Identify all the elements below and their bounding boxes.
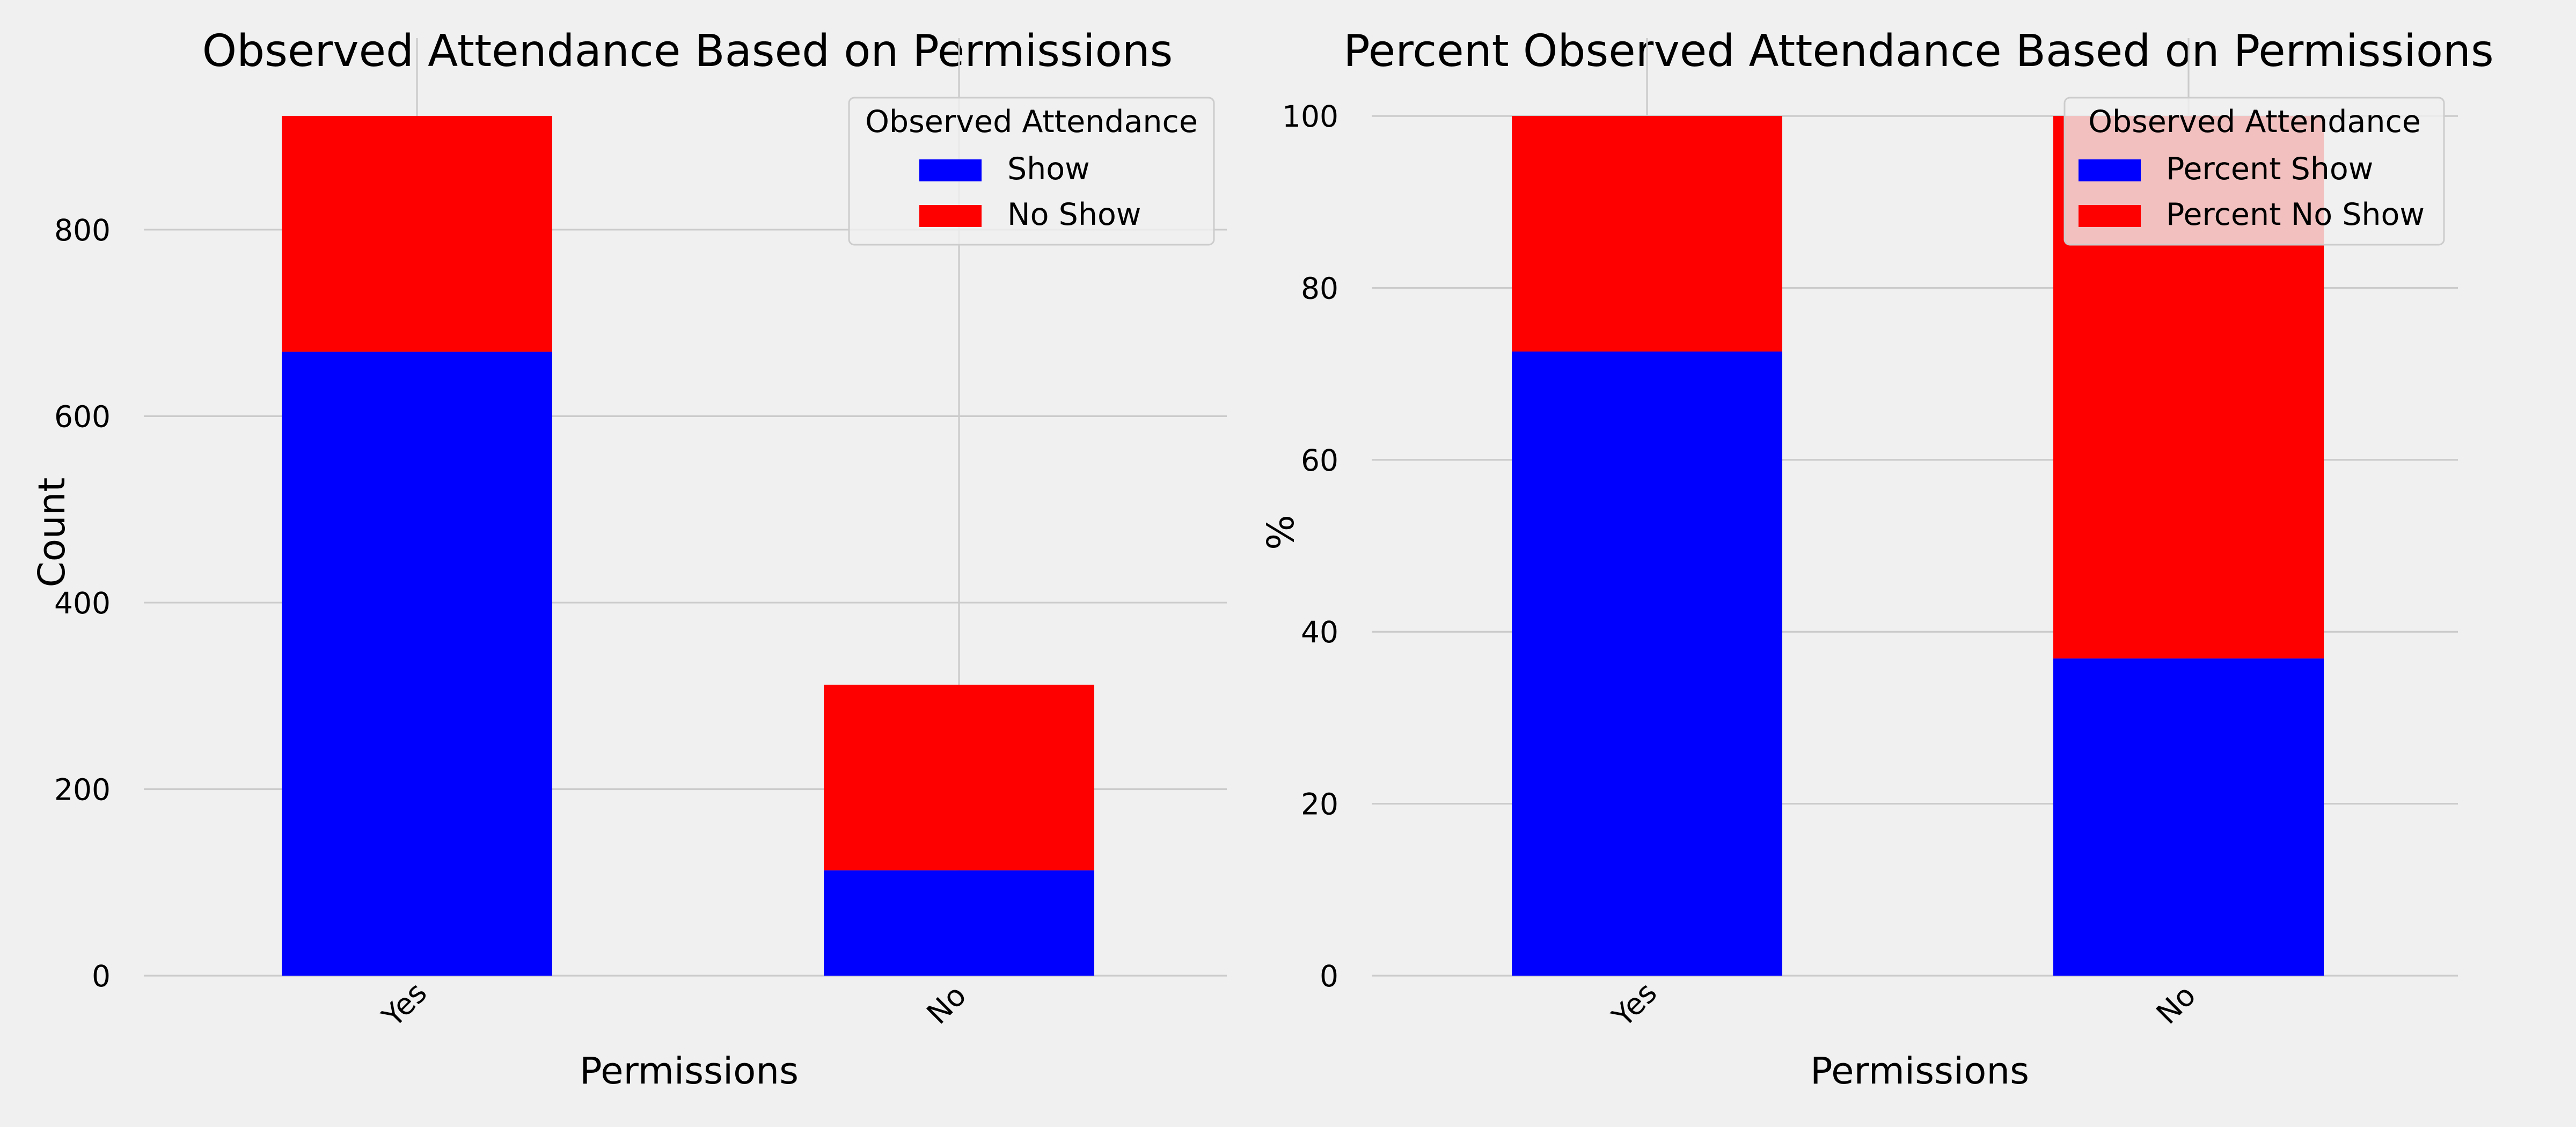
left-chart-y-tick-label: 200 (54, 772, 111, 807)
left-chart-bar-yes-show (282, 352, 552, 976)
right-chart-legend-frame (2063, 97, 2445, 246)
left-chart: Observed Attendance Based on Permissions… (31, 26, 1227, 1093)
right-chart-legend-title: Observed Attendance (2088, 104, 2421, 140)
right-chart-legend-label-percent-no-show: Percent No Show (2166, 197, 2425, 232)
right-chart: Percent Observed Attendance Based on Per… (1260, 26, 2494, 1093)
left-chart-bar-no-show (824, 870, 1094, 976)
right-chart-x-axis-label: Permissions (1810, 1050, 2029, 1093)
left-chart-legend-label-show: Show (1007, 151, 1090, 187)
right-chart-bar-yes-percent-no-show (1512, 116, 1782, 352)
left-chart-legend-label-no-show: No Show (1007, 197, 1141, 232)
left-chart-x-axis-label: Permissions (580, 1050, 799, 1093)
right-chart-y-axis-label: % (1260, 515, 1302, 550)
left-chart-legend-swatch-show (919, 159, 982, 181)
left-chart-title: Observed Attendance Based on Permissions (202, 26, 1173, 77)
right-chart-title: Percent Observed Attendance Based on Per… (1343, 26, 2493, 77)
left-chart-y-ticks: 0 200 400 600 800 (54, 213, 111, 993)
right-chart-y-tick-label: 80 (1301, 271, 1338, 305)
left-chart-y-axis-label: Count (31, 478, 74, 588)
right-chart-bar-no-percent-show (2053, 658, 2324, 976)
right-chart-y-tick-label: 60 (1301, 443, 1338, 478)
right-chart-legend: Observed Attendance Percent Show Percent… (2063, 97, 2445, 246)
left-chart-bar-no-no-show (824, 684, 1094, 870)
left-chart-y-tick-label: 400 (54, 586, 111, 620)
right-chart-legend-swatch-percent-no-show (2079, 205, 2141, 227)
left-chart-bar-yes-no-show (282, 115, 552, 352)
right-chart-y-tick-label: 40 (1301, 615, 1338, 649)
right-chart-y-ticks: 0 20 40 60 80 100 (1282, 99, 1338, 993)
right-chart-legend-label-percent-show: Percent Show (2166, 151, 2373, 187)
right-chart-bar-yes-percent-show (1512, 352, 1782, 976)
right-chart-y-tick-label: 0 (1320, 959, 1338, 993)
right-chart-y-tick-label: 20 (1301, 787, 1338, 822)
left-chart-legend: Observed Attendance Show No Show (848, 97, 1215, 246)
left-chart-bars (282, 115, 1094, 976)
left-chart-legend-swatch-no-show (919, 205, 982, 227)
left-chart-legend-title: Observed Attendance (865, 104, 1198, 140)
right-chart-y-tick-label: 100 (1282, 99, 1338, 134)
right-chart-legend-swatch-percent-show (2079, 159, 2141, 181)
left-chart-y-tick-label: 600 (54, 399, 111, 434)
left-chart-y-tick-label: 800 (54, 213, 111, 247)
left-chart-y-tick-label: 0 (92, 959, 111, 993)
